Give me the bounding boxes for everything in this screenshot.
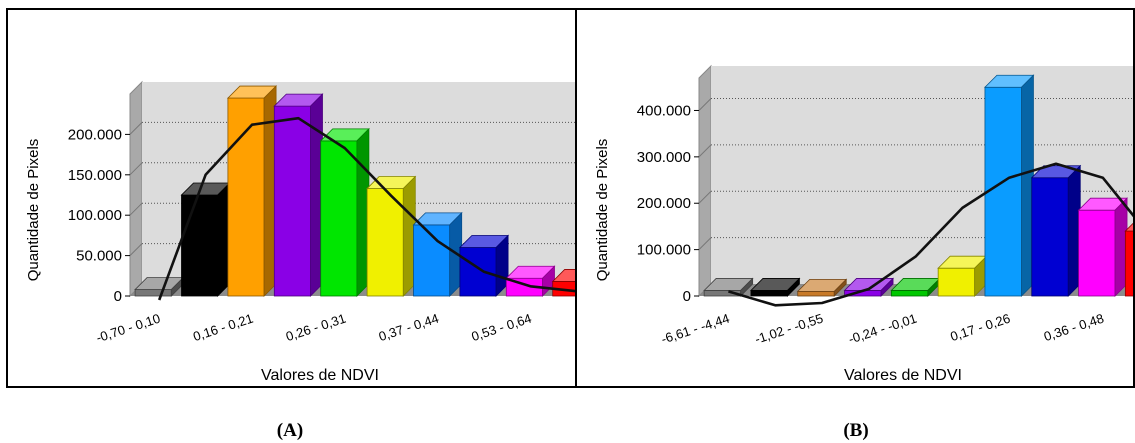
bar-6 [937,255,988,297]
bar-front [750,290,788,297]
bar-10 [1124,222,1133,297]
gridline-wall [698,98,712,111]
gridline-wall [698,190,712,204]
y-tick-label: 400.000 [637,102,691,119]
bar-1 [134,276,185,297]
chart-panel-b: 0 100.000 200.000 300.000 400.000 -6,61 - -4,… [577,8,1135,388]
bar-front [181,194,219,297]
trend-line [157,116,575,301]
bar-7 [983,74,1035,297]
gridline-wall [698,237,712,250]
bar-5 [890,277,941,297]
x-axis-title: Valores de NDVI [844,367,962,384]
bar-9 [1077,197,1129,297]
bar-top [551,269,575,282]
bar-front [890,290,929,297]
x-tick-label: 0,37 - 0,44 [377,311,441,344]
bar-4 [273,93,324,297]
trend-line [728,162,1133,307]
bar-5 [319,127,370,297]
x-axis-title: Valores de NDVI [261,367,379,384]
y-tick-label: 0 [114,288,122,305]
gridline-wall [129,243,143,256]
bar-3 [796,278,848,297]
plot-left-wall [129,80,143,298]
chart-panel-a: 0 50.000 100.000 150.000 200.000 -0,70 - 0,10… [6,8,577,388]
bar-1 [703,277,754,297]
bar-6 [366,175,417,297]
bar-4 [843,277,895,297]
gridline-wall [698,144,712,158]
bar-front [1031,177,1069,297]
x-tick-label: -0,70 - 0,10 [94,311,162,346]
bar-8 [458,234,510,297]
chart-a-svg: 0 50.000 100.000 150.000 200.000 -0,70 - 0,10… [25,80,575,384]
bar-front [227,97,265,297]
chart-b-svg: 0 100.000 200.000 300.000 400.000 -6,61 - -4,… [594,64,1133,384]
gridline-wall [129,162,143,176]
bar-side [880,277,894,297]
x-tick-label: -0,24 - -0,01 [847,311,919,347]
y-tick-label: 300.000 [637,149,691,166]
panel-label-a: (A) [276,420,304,441]
bar-front [1124,230,1133,297]
x-tick-label: 0,16 - 0,21 [191,311,255,344]
bar-front [937,267,976,297]
y-tick-label: 50.000 [76,248,122,265]
y-tick-label: 100.000 [68,207,122,224]
gridline-wall [129,202,143,216]
bar-front [459,247,497,297]
bar-front [1078,209,1116,297]
x-tick-label: 0,36 - 0,48 [1042,311,1106,344]
bar-3 [226,85,278,297]
x-tick-label: 0,17 - 0,26 [948,311,1012,344]
y-tick-label: 200.000 [637,195,691,212]
x-tick-label: 0,26 - 0,31 [284,311,348,344]
y-tick-label: 150.000 [68,167,122,184]
gridline-wall [129,122,143,135]
bar-front [366,188,404,297]
bar-front [273,105,311,297]
y-tick-label: 100.000 [637,242,691,259]
y-tick-label: 0 [683,288,691,305]
bar-side [787,277,800,297]
y-axis-title: Quantidade de Pixels [594,139,611,282]
bar-front [134,289,172,297]
x-tick-label: 0,53 - 0,64 [470,311,534,344]
y-axis-title: Quantidade de Pixels [25,139,42,282]
bar-front [320,140,358,297]
bar-front [797,290,835,297]
panel-label-b: (B) [843,420,869,441]
y-tick-label: 200.000 [68,126,122,143]
bar-2 [749,277,801,297]
bar-front [984,86,1022,297]
bar-8 [1030,164,1082,297]
bar-2 [180,182,231,297]
bar-top [1124,222,1133,232]
bar-side [833,278,847,297]
x-tick-label: -1,02 - -0,55 [753,311,825,347]
x-tick-label: -6,61 - -4,44 [659,311,731,347]
